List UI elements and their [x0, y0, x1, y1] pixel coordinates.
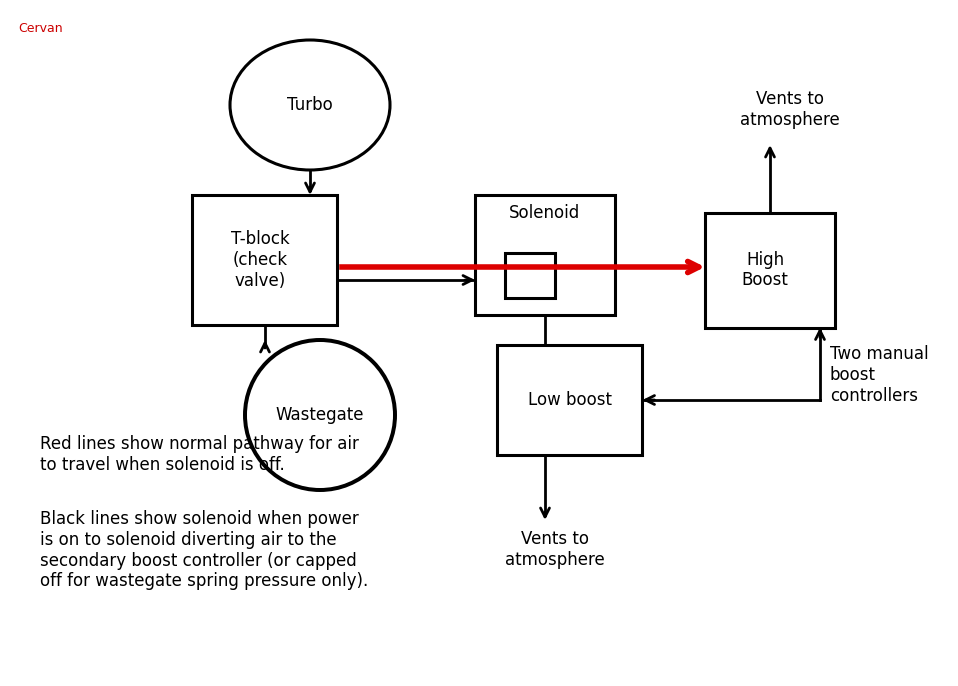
Text: T-block
(check
valve): T-block (check valve) — [231, 230, 289, 289]
Bar — [505, 252, 555, 298]
Circle shape — [245, 340, 395, 490]
Text: High
Boost: High Boost — [741, 250, 788, 289]
Bar — [497, 345, 643, 455]
Ellipse shape — [230, 40, 390, 170]
Text: Black lines show solenoid when power
is on to solenoid diverting air to the
seco: Black lines show solenoid when power is … — [40, 510, 368, 591]
Text: Low boost: Low boost — [528, 391, 612, 409]
Text: Solenoid: Solenoid — [510, 204, 581, 222]
Text: Vents to
atmosphere: Vents to atmosphere — [741, 90, 840, 129]
Text: Wastegate: Wastegate — [276, 406, 364, 424]
Bar — [475, 195, 615, 315]
Bar — [193, 195, 337, 325]
Text: Cervan: Cervan — [18, 22, 62, 35]
Text: Turbo: Turbo — [287, 96, 332, 114]
Bar — [705, 213, 835, 327]
Text: Vents to
atmosphere: Vents to atmosphere — [505, 530, 604, 569]
Text: Red lines show normal pathway for air
to travel when solenoid is off.: Red lines show normal pathway for air to… — [40, 435, 359, 474]
Text: Two manual
boost
controllers: Two manual boost controllers — [830, 345, 928, 405]
